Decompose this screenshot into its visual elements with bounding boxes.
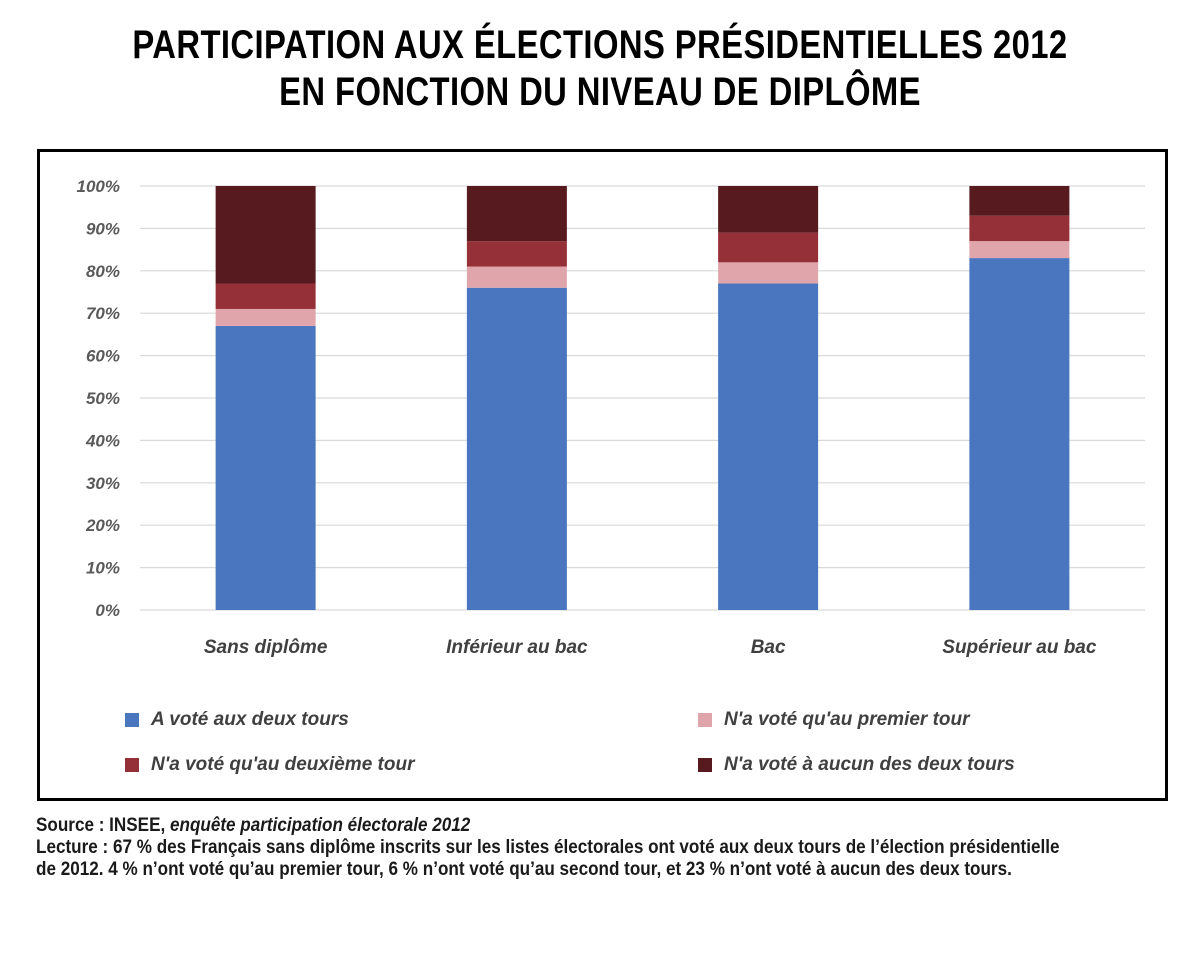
bar-segment bbox=[215, 308, 316, 326]
legend-label: A voté aux deux tours bbox=[151, 709, 349, 730]
legend-swatch bbox=[125, 713, 139, 727]
y-tick-label: 60% bbox=[86, 347, 120, 366]
bar-segment bbox=[969, 215, 1070, 242]
chart-frame: 0% 10% 20% 30% 40% 50% 60% 70% 80% 90% 100% Sans di… bbox=[37, 149, 1168, 801]
legend-label: N'a voté qu'au deuxième tour bbox=[151, 754, 415, 775]
source-prefix: Source : INSEE, bbox=[36, 815, 170, 836]
bar-segment bbox=[718, 232, 819, 263]
bar-segment bbox=[718, 283, 819, 610]
source-title: enquête participation électorale 2012 bbox=[169, 815, 471, 836]
bar-segment bbox=[969, 241, 1070, 259]
bar-segment bbox=[718, 186, 819, 233]
chart-title-line-2: EN FONCTION DU NIVEAU DE DIPLÔME bbox=[279, 70, 921, 114]
y-tick-label: 50% bbox=[86, 389, 120, 408]
bar-segment bbox=[969, 186, 1070, 216]
bar-segment bbox=[466, 241, 567, 267]
bar-segment bbox=[969, 258, 1070, 610]
y-tick-label: 100% bbox=[77, 177, 120, 196]
y-tick-label: 70% bbox=[86, 304, 120, 323]
chart-title-line-1: PARTICIPATION AUX ÉLECTIONS PRÉSIDENTIEL… bbox=[132, 23, 1068, 67]
x-tick-label: Supérieur au bac bbox=[942, 637, 1097, 658]
legend-swatch bbox=[698, 758, 712, 772]
stacked-bar-chart: 0% 10% 20% 30% 40% 50% 60% 70% 80% 90% 100% Sans di… bbox=[77, 177, 1145, 658]
legend-swatch bbox=[698, 713, 712, 727]
y-tick-label: 80% bbox=[86, 262, 120, 281]
y-tick-label: 40% bbox=[85, 431, 120, 450]
source-line: Source : INSEE, enquête participation él… bbox=[36, 815, 1062, 837]
x-tick-label: Inférieur au bac bbox=[446, 637, 588, 658]
bar-segment bbox=[215, 186, 316, 284]
y-tick-label: 20% bbox=[85, 516, 120, 535]
bar-segment bbox=[718, 262, 819, 284]
bar-segment bbox=[215, 283, 316, 309]
y-tick-label: 30% bbox=[86, 474, 120, 493]
legend-item-first-round-only: N'a voté qu'au premier tour bbox=[698, 709, 970, 731]
legend-item-second-round-only: N'a voté qu'au deuxième tour bbox=[125, 754, 414, 776]
bar-segment bbox=[466, 266, 567, 288]
lecture-note: Lecture : 67 % des Français sans diplôme… bbox=[36, 837, 1060, 880]
y-tick-label: 10% bbox=[86, 559, 120, 578]
bar-segment bbox=[215, 325, 316, 610]
y-tick-label: 0% bbox=[95, 601, 120, 620]
chart-title: PARTICIPATION AUX ÉLECTIONS PRÉSIDENTIEL… bbox=[108, 22, 1092, 116]
legend-item-no-vote: N'a voté à aucun des deux tours bbox=[698, 754, 1015, 776]
bar-segment bbox=[466, 287, 567, 610]
legend-label: N'a voté qu'au premier tour bbox=[724, 709, 970, 730]
legend-item-voted-both: A voté aux deux tours bbox=[125, 709, 349, 731]
legend-label: N'a voté à aucun des deux tours bbox=[724, 754, 1015, 775]
bar-segment bbox=[466, 186, 567, 242]
y-tick-label: 90% bbox=[86, 219, 120, 238]
chart-footer: Source : INSEE, enquête participation él… bbox=[36, 815, 1062, 881]
x-tick-label: Bac bbox=[751, 637, 786, 658]
x-tick-label: Sans diplôme bbox=[204, 637, 328, 658]
legend-swatch bbox=[125, 758, 139, 772]
